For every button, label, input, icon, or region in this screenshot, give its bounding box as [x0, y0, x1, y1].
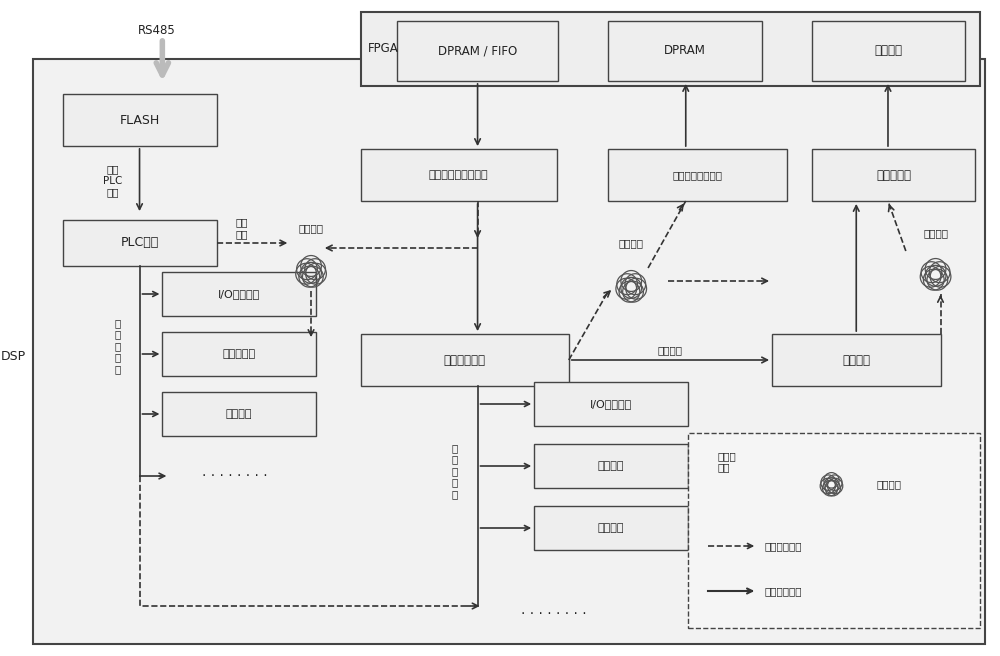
Text: 非
运
动
指
令: 非 运 动 指 令	[115, 318, 121, 374]
Bar	[361, 149, 557, 201]
Text: I/O读写操作: I/O读写操作	[590, 399, 632, 409]
Text: DPRAM / FIFO: DPRAM / FIFO	[438, 45, 517, 58]
Bar	[534, 506, 688, 550]
Text: 符号说
明：: 符号说 明：	[717, 451, 736, 472]
Bar	[534, 444, 688, 488]
Text: DPRAM: DPRAM	[664, 45, 706, 58]
Text: 参数读取: 参数读取	[598, 523, 624, 533]
Text: 上位机指令读取线程: 上位机指令读取线程	[429, 170, 489, 180]
Text: 环形队列: 环形队列	[923, 228, 948, 238]
Bar	[688, 433, 980, 628]
Bar	[534, 382, 688, 426]
Text: I/O读写操作: I/O读写操作	[218, 289, 260, 299]
Text: 读取
PLC
代码: 读取 PLC 代码	[103, 165, 122, 197]
Bar	[162, 392, 316, 436]
Text: FLASH: FLASH	[120, 113, 160, 127]
Text: 逻辑运算: 逻辑运算	[226, 409, 252, 419]
Bar	[162, 332, 316, 376]
Text: 参数设置: 参数设置	[598, 461, 624, 471]
Text: 环形队列: 环形队列	[876, 479, 901, 489]
Bar	[608, 21, 762, 81]
Text: 非
运
动
指
令: 非 运 动 指 令	[452, 443, 458, 499]
Text: · · · · · · · ·: · · · · · · · ·	[202, 469, 268, 483]
Bar	[772, 334, 941, 386]
Bar	[63, 94, 217, 146]
Text: 指令解析线程: 指令解析线程	[444, 354, 486, 367]
Bar	[397, 21, 558, 81]
Bar	[812, 149, 975, 201]
Text: RS485: RS485	[138, 24, 175, 37]
Text: 运动指令: 运动指令	[657, 345, 682, 355]
Bar	[361, 334, 569, 386]
Bar	[63, 220, 217, 266]
Text: 状态信息反馈线程: 状态信息反馈线程	[673, 170, 723, 180]
Text: 环形队列: 环形队列	[619, 238, 644, 248]
Text: 寄存器操作: 寄存器操作	[223, 349, 256, 359]
Text: 辅输出线程: 辅输出线程	[876, 169, 911, 182]
Text: FPGA: FPGA	[368, 41, 399, 54]
Text: · · · · · · · ·: · · · · · · · ·	[521, 607, 587, 621]
Text: PLC线程: PLC线程	[121, 237, 159, 249]
Text: 程序执行方向: 程序执行方向	[764, 586, 802, 596]
Text: 数据流动方向: 数据流动方向	[764, 541, 802, 551]
Bar	[812, 21, 965, 81]
Text: 运动
指令: 运动 指令	[235, 217, 248, 239]
Bar	[162, 272, 316, 316]
Bar	[608, 149, 787, 201]
Bar	[361, 12, 980, 86]
Bar	[33, 59, 985, 644]
Text: 脉冲发送: 脉冲发送	[874, 45, 902, 58]
Text: DSP: DSP	[1, 350, 26, 363]
Text: 插补线程: 插补线程	[842, 354, 870, 367]
Text: 环形队列: 环形队列	[299, 223, 324, 233]
